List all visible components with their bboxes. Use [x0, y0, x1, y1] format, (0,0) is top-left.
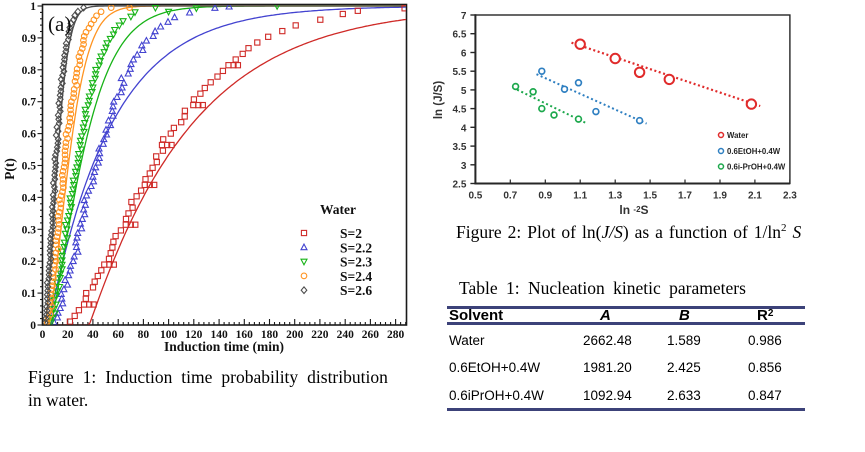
svg-text:4: 4 — [461, 123, 467, 134]
svg-text:1.1: 1.1 — [573, 191, 587, 202]
svg-text:7: 7 — [461, 11, 467, 22]
svg-text:S=2.2: S=2.2 — [340, 240, 372, 255]
svg-text:3: 3 — [461, 161, 467, 172]
svg-text:280: 280 — [387, 329, 405, 341]
svg-text:0.6EtOH+0.4W: 0.6EtOH+0.4W — [727, 147, 781, 156]
svg-text:S=2.6: S=2.6 — [340, 283, 372, 298]
svg-text:0.9: 0.9 — [538, 191, 552, 202]
svg-text:P(t): P(t) — [2, 158, 17, 180]
svg-text:220: 220 — [311, 329, 329, 341]
svg-text:Water: Water — [320, 202, 356, 217]
svg-text:Water: Water — [727, 131, 748, 140]
svg-text:120: 120 — [185, 329, 203, 341]
svg-text:0.6: 0.6 — [22, 129, 37, 141]
svg-text:200: 200 — [286, 329, 304, 341]
svg-text:ln (J/S): ln (J/S) — [433, 81, 445, 120]
svg-text:S=2: S=2 — [340, 226, 362, 241]
svg-text:6: 6 — [461, 49, 467, 60]
svg-text:2.5: 2.5 — [452, 180, 466, 191]
svg-text:5.5: 5.5 — [452, 67, 466, 78]
svg-text:ln -2S: ln -2S — [619, 203, 648, 217]
svg-text:6.5: 6.5 — [452, 30, 466, 41]
svg-text:4.5: 4.5 — [452, 105, 466, 116]
svg-text:S=2.4: S=2.4 — [340, 269, 372, 284]
svg-text:(a): (a) — [48, 12, 71, 36]
svg-text:100: 100 — [160, 329, 178, 341]
svg-text:20: 20 — [62, 329, 74, 341]
svg-text:0.7: 0.7 — [22, 97, 37, 109]
svg-text:0.5: 0.5 — [22, 161, 37, 173]
svg-text:180: 180 — [261, 329, 279, 341]
svg-text:1.5: 1.5 — [643, 191, 657, 202]
svg-text:80: 80 — [138, 329, 150, 341]
svg-text:260: 260 — [362, 329, 380, 341]
svg-text:5: 5 — [461, 86, 467, 97]
svg-text:0.7: 0.7 — [503, 191, 517, 202]
svg-text:0.3: 0.3 — [22, 224, 37, 236]
svg-text:0.6i-PrOH+0.4W: 0.6i-PrOH+0.4W — [727, 163, 786, 172]
svg-text:0.1: 0.1 — [22, 288, 37, 300]
svg-text:1.9: 1.9 — [713, 191, 727, 202]
svg-text:0: 0 — [30, 320, 36, 332]
svg-text:3.5: 3.5 — [452, 142, 466, 153]
svg-text:0: 0 — [40, 329, 46, 341]
svg-text:0.8: 0.8 — [22, 65, 37, 77]
svg-text:0.9: 0.9 — [22, 33, 37, 45]
svg-text:40: 40 — [87, 329, 99, 341]
svg-text:Induction time (min): Induction time (min) — [164, 339, 284, 354]
svg-text:0.4: 0.4 — [22, 192, 37, 204]
svg-text:140: 140 — [210, 329, 228, 341]
svg-text:1.7: 1.7 — [678, 191, 692, 202]
svg-text:0.2: 0.2 — [22, 256, 37, 268]
svg-text:S=2.3: S=2.3 — [340, 255, 372, 270]
svg-text:2.1: 2.1 — [748, 191, 762, 202]
svg-text:2.3: 2.3 — [783, 191, 797, 202]
svg-text:1.3: 1.3 — [608, 191, 622, 202]
svg-text:1: 1 — [30, 1, 36, 13]
svg-text:0.5: 0.5 — [468, 191, 482, 202]
svg-text:160: 160 — [236, 329, 254, 341]
svg-text:60: 60 — [112, 329, 124, 341]
svg-text:240: 240 — [337, 329, 355, 341]
